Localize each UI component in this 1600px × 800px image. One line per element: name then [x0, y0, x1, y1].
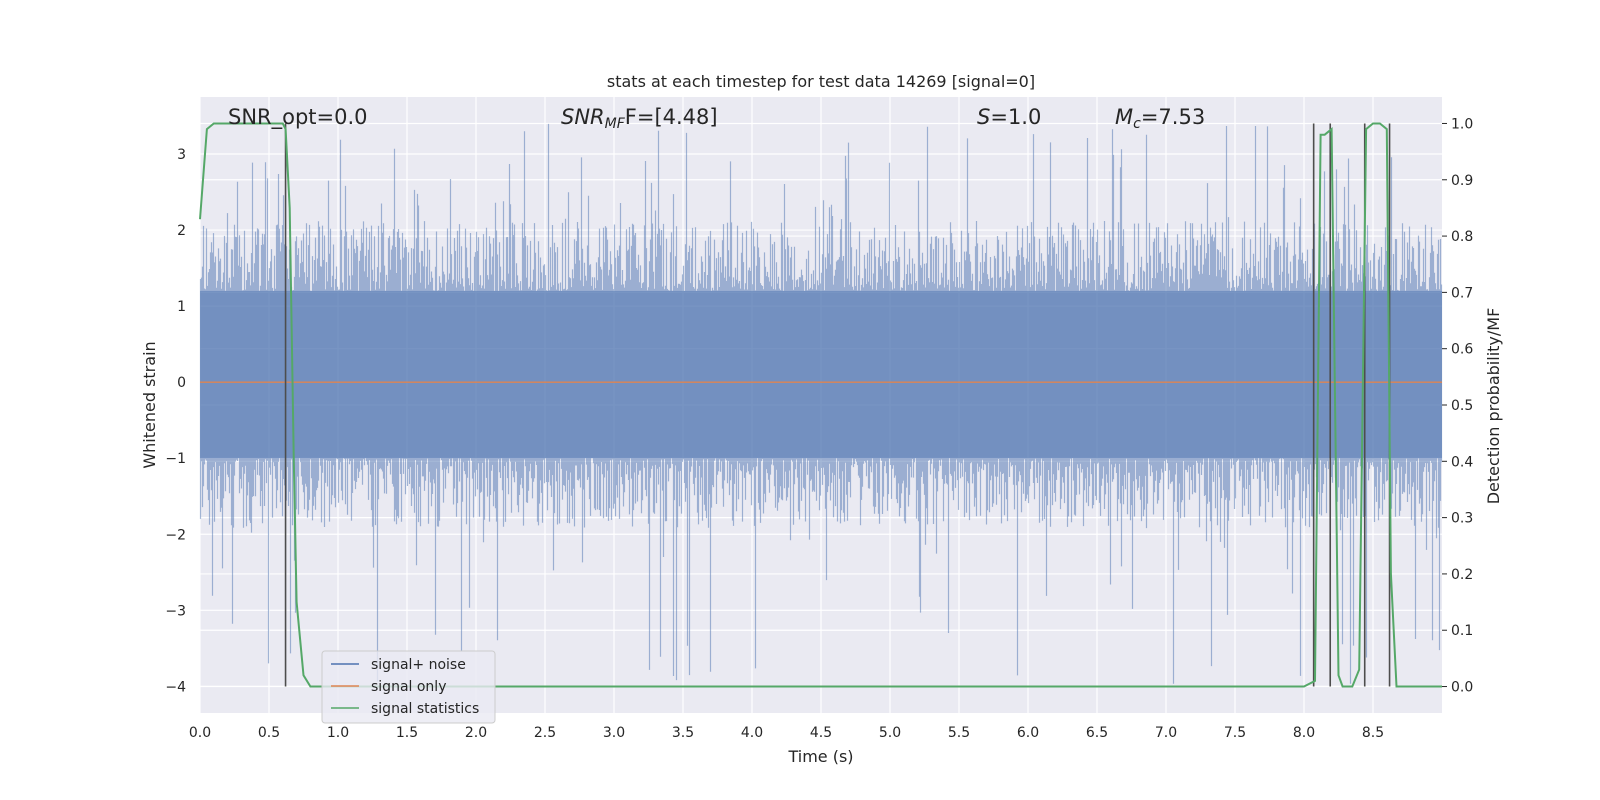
legend-box	[321, 650, 496, 724]
s-value: =1.0	[990, 105, 1041, 129]
x-tick-label: 2.0	[465, 725, 487, 741]
y2-tick-label: 0.4	[1451, 454, 1473, 470]
y-tick-label: −3	[165, 603, 186, 619]
y2-tick-label: 0.5	[1451, 398, 1473, 414]
y-tick-label: −4	[165, 679, 186, 695]
signal-statistics-line	[199, 122, 1442, 688]
x-tick-label: 1.5	[396, 725, 418, 741]
x-tick-label: 8.5	[1362, 725, 1384, 741]
y-axis-ticks: 3 2 1 0 −1 −2 −3 −4	[165, 147, 186, 695]
s-symbol: S	[977, 105, 990, 129]
x-tick-label: 3.0	[603, 725, 625, 741]
x-tick-label: 0.0	[189, 725, 211, 741]
x-tick-label: 5.5	[948, 725, 970, 741]
snr-mf-symbol: SNR	[561, 105, 605, 129]
x-axis-label: Time (s)	[787, 747, 853, 766]
annotation-snr-mf: SNRMFF=[4.48]	[561, 105, 718, 132]
x-tick-label: 2.5	[534, 725, 556, 741]
x-tick-label: 4.0	[741, 725, 763, 741]
mc-value: =7.53	[1141, 105, 1205, 129]
legend-label-signal-only: signal only	[371, 679, 446, 695]
annotation-s: S=1.0	[977, 105, 1041, 129]
y2-tick-label: 0.6	[1451, 342, 1473, 358]
y-tick-label: 3	[177, 147, 186, 163]
y-tick-label: 0	[177, 375, 186, 391]
vertical-markers	[284, 123, 1391, 687]
annotations: SNR_opt=0.0 SNRMFF=[4.48] S=1.0 Mc=7.53	[228, 105, 1205, 132]
legend-label-signal-noise: signal+ noise	[371, 657, 466, 673]
snr-mf-value: F=[4.48]	[625, 105, 718, 129]
x-tick-label: 8.0	[1293, 725, 1315, 741]
x-tick-label: 4.5	[810, 725, 832, 741]
snr-mf-subscript: MF	[605, 116, 626, 132]
y-tick-label: 1	[177, 299, 186, 315]
y2-tick-label: 0.3	[1451, 511, 1473, 527]
y2-tick-label: 0.1	[1451, 623, 1473, 639]
y2-tick-label: 1.0	[1451, 116, 1473, 132]
y2-tick-label: 0.9	[1451, 173, 1473, 189]
y2-tick-label: 0.8	[1451, 229, 1473, 245]
x-tick-label: 6.0	[1017, 725, 1039, 741]
x-axis-ticks: 0.0 0.5 1.0 1.5 2.0 2.5 3.0 3.5 4.0 4.5 5.0 5.5 6.0 6…	[189, 725, 1384, 741]
legend-label-signal-statistics: signal statistics	[371, 701, 479, 717]
x-tick-label: 7.5	[1224, 725, 1246, 741]
chart-title: stats at each timestep for test data 142…	[607, 72, 1035, 91]
y2-tick-label: 0.0	[1451, 680, 1473, 696]
y-tick-label: −1	[165, 451, 186, 467]
x-tick-label: 5.0	[879, 725, 901, 741]
annotation-mc: Mc=7.53	[1115, 105, 1205, 132]
mc-subscript: c	[1133, 116, 1141, 132]
y-tick-label: −2	[165, 527, 186, 543]
x-tick-label: 6.5	[1086, 725, 1108, 741]
x-tick-label: 1.0	[327, 725, 349, 741]
y-axis-label: Whitened strain	[140, 341, 159, 468]
x-tick-label: 3.5	[672, 725, 694, 741]
y2-axis-ticks: 1.0 0.9 0.8 0.7 0.6 0.5 0.4 0.3 0.2 0.1 0.0	[1442, 116, 1473, 696]
x-tick-label: 7.0	[1155, 725, 1177, 741]
series-signal-noise	[199, 123, 1443, 684]
annotation-snr-opt: SNR_opt=0.0	[228, 105, 368, 130]
y2-tick-label: 0.2	[1451, 567, 1473, 583]
series-signal-statistics	[199, 122, 1442, 688]
legend: signal+ noise signal only signal statist…	[321, 650, 496, 724]
y-tick-label: 2	[177, 223, 186, 239]
x-tick-label: 0.5	[258, 725, 280, 741]
y2-axis-label: Detection probability/MF	[1484, 308, 1503, 505]
mc-symbol: M	[1115, 105, 1133, 129]
y2-tick-label: 0.7	[1451, 285, 1473, 301]
